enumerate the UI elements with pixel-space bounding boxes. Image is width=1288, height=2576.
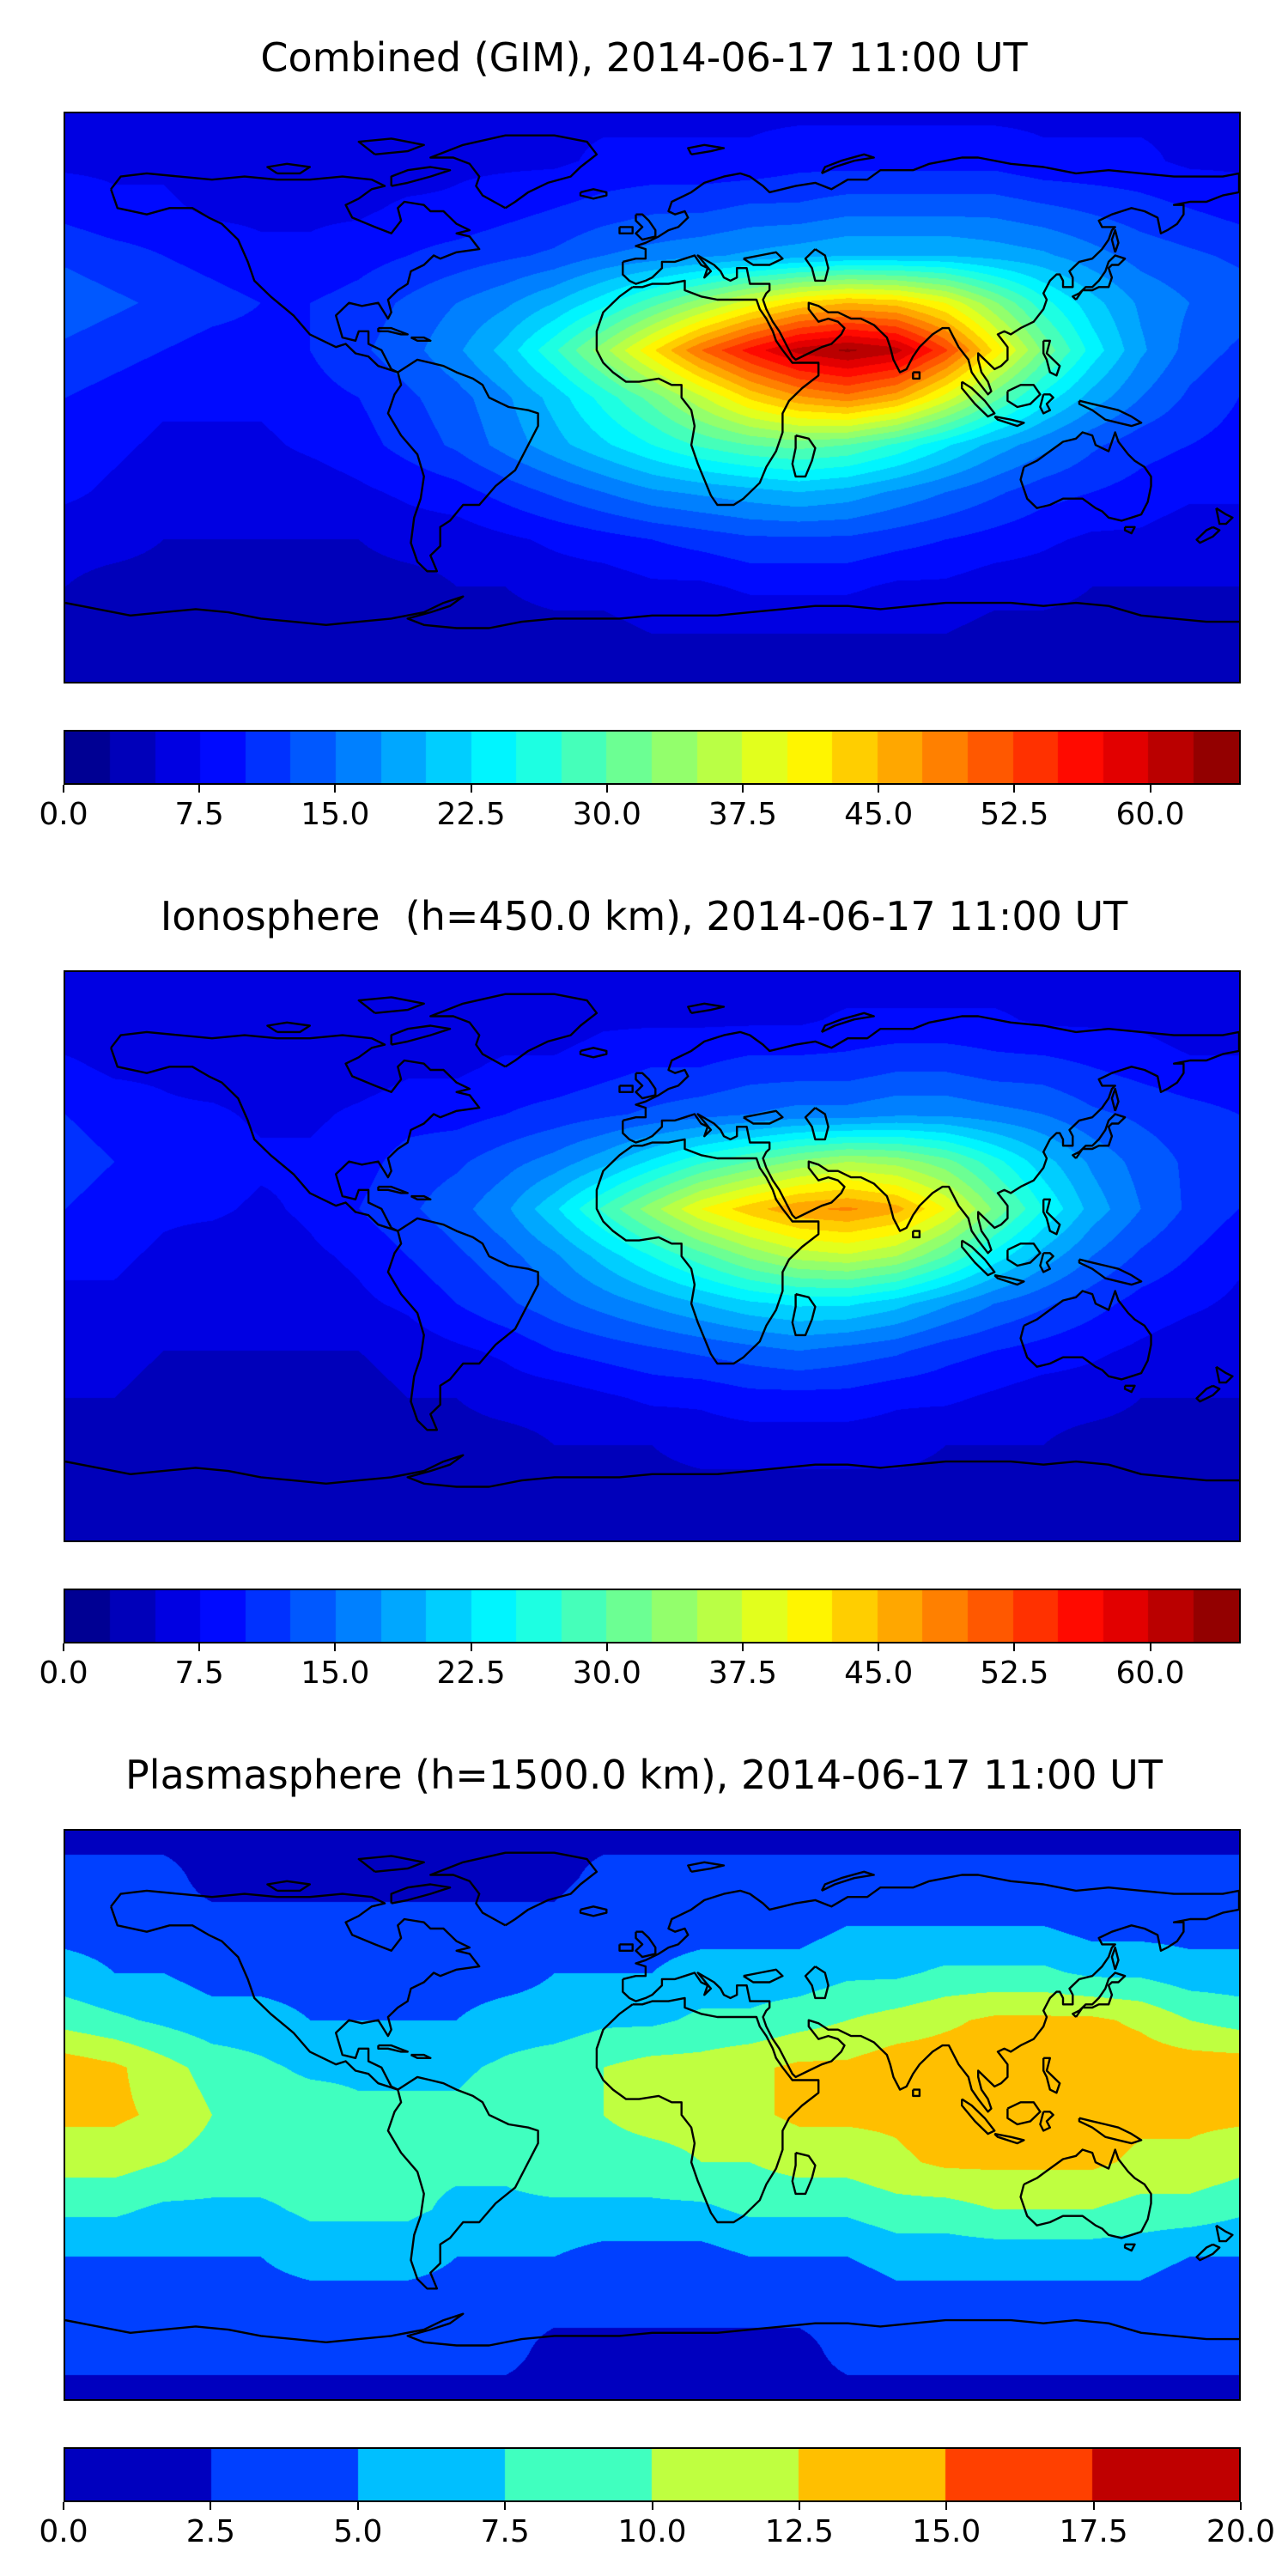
colorbar-tick-label: 45.0 — [844, 1656, 914, 1691]
colorbar-tick-mark — [1149, 1643, 1151, 1651]
colorbar-tick-label: 12.5 — [764, 2514, 834, 2549]
colorbar-tick-label: 52.5 — [980, 797, 1049, 832]
colorbar-tick-label: 15.0 — [912, 2514, 981, 2549]
colorbar-tick-mark — [334, 785, 337, 793]
coastlines-overlay-combined — [65, 134, 1239, 629]
colorbar-tick-mark — [741, 785, 744, 793]
colorbar-tick-label: 17.5 — [1059, 2514, 1128, 2549]
panel-title-plasmasphere: Plasmasphere (h=1500.0 km), 2014-06-17 1… — [125, 1752, 1163, 1798]
colorbar-tick-mark — [63, 1643, 64, 1651]
colorbar-tick-mark — [356, 2502, 359, 2510]
colorbar-tick-label: 10.0 — [617, 2514, 687, 2549]
coastlines-overlay-ionosphere — [65, 993, 1239, 1488]
colorbar-tick-mark — [470, 785, 472, 793]
colorbar-tick-label: 22.5 — [436, 1656, 506, 1691]
colorbar-tick-labels-combined: 0.0 7.5 15.0 22.5 30.0 37.5 45.0 52.5 60.0 — [39, 730, 1241, 854]
colorbar-tick-label: 7.5 — [174, 797, 224, 832]
colorbar-tick-label: 37.5 — [708, 797, 778, 832]
colorbar-tick-mark — [1240, 2502, 1242, 2510]
colorbar-area-plasmasphere: 0.0 2.5 5.0 7.5 10.0 12.5 15.0 17.5 20.0 — [39, 2447, 1275, 2572]
coastlines-overlay-plasmasphere — [65, 1851, 1239, 2347]
colorbar-canvas-ionosphere — [65, 1590, 1239, 1642]
colorbar-tick-mark — [1013, 785, 1016, 793]
colorbar-tick-mark — [741, 1643, 744, 1651]
colorbar-canvas-combined — [65, 732, 1239, 783]
colorbar-tick-mark — [651, 2502, 653, 2510]
colorbar-tick-mark — [504, 2502, 507, 2510]
colorbar-area-combined: 0.0 7.5 15.0 22.5 30.0 37.5 45.0 52.5 60.0 — [39, 730, 1241, 854]
colorbar-tick-label: 5.0 — [333, 2514, 383, 2549]
colorbar-tick-label: 2.5 — [185, 2514, 236, 2549]
colorbar-tick-label: 0.0 — [39, 797, 88, 832]
map-combined — [64, 112, 1241, 683]
map-plasmasphere — [64, 1829, 1241, 2401]
colorbar-tick-label: 7.5 — [480, 2514, 530, 2549]
colorbar-tick-labels-ionosphere: 0.0 7.5 15.0 22.5 30.0 37.5 45.0 52.5 60.0 — [39, 1589, 1241, 1713]
coastline-path — [65, 1851, 1239, 2347]
colorbar-tick-mark — [878, 1643, 880, 1651]
colorbar-tick-label: 60.0 — [1115, 1656, 1185, 1691]
colorbar-tick-label: 30.0 — [572, 1656, 641, 1691]
colorbar-tick-labels-plasmasphere: 0.0 2.5 5.0 7.5 10.0 12.5 15.0 17.5 20.0 — [39, 2447, 1275, 2572]
colorbar-tick-label: 0.0 — [39, 1656, 88, 1691]
colorbar-frame-combined — [64, 730, 1241, 785]
panel-title-combined: Combined (GIM), 2014-06-17 11:00 UT — [260, 34, 1028, 81]
colorbar-tick-mark — [63, 2502, 64, 2510]
colorbar-tick-mark — [198, 785, 201, 793]
colorbar-tick-mark — [945, 2502, 948, 2510]
colorbar-tick-mark — [1149, 785, 1151, 793]
colorbar-tick-mark — [605, 785, 608, 793]
coastline-path — [65, 134, 1239, 629]
panel-plasmasphere: Plasmasphere (h=1500.0 km), 2014-06-17 1… — [0, 1717, 1288, 2576]
colorbar-tick-label: 30.0 — [572, 797, 641, 832]
colorbar-tick-label: 7.5 — [174, 1656, 224, 1691]
colorbar-tick-mark — [605, 1643, 608, 1651]
colorbar-tick-label: 22.5 — [436, 797, 506, 832]
colorbar-frame-plasmasphere — [64, 2447, 1241, 2502]
colorbar-tick-label: 45.0 — [844, 797, 914, 832]
colorbar-tick-mark — [63, 785, 64, 793]
colorbar-tick-mark — [210, 2502, 212, 2510]
colorbar-canvas-plasmasphere — [65, 2449, 1239, 2500]
colorbar-tick-mark — [798, 2502, 800, 2510]
colorbar-tick-label: 37.5 — [708, 1656, 778, 1691]
colorbar-tick-label: 15.0 — [301, 1656, 370, 1691]
panel-ionosphere: Ionosphere (h=450.0 km), 2014-06-17 11:0… — [0, 859, 1288, 1717]
colorbar-tick-label: 0.0 — [39, 2514, 88, 2549]
colorbar-tick-mark — [1092, 2502, 1095, 2510]
colorbar-tick-mark — [334, 1643, 337, 1651]
colorbar-tick-mark — [1013, 1643, 1016, 1651]
colorbar-tick-label: 15.0 — [301, 797, 370, 832]
panel-title-ionosphere: Ionosphere (h=450.0 km), 2014-06-17 11:0… — [160, 893, 1128, 939]
map-ionosphere — [64, 970, 1241, 1542]
colorbar-tick-label: 60.0 — [1115, 797, 1185, 832]
colorbar-tick-mark — [878, 785, 880, 793]
colorbar-tick-label: 20.0 — [1206, 2514, 1276, 2549]
colorbar-tick-mark — [198, 1643, 201, 1651]
colorbar-area-ionosphere: 0.0 7.5 15.0 22.5 30.0 37.5 45.0 52.5 60.0 — [39, 1589, 1241, 1713]
panel-combined-gim: Combined (GIM), 2014-06-17 11:00 UT 0.0 7… — [0, 0, 1288, 859]
colorbar-tick-label: 52.5 — [980, 1656, 1049, 1691]
coastline-path — [65, 993, 1239, 1488]
colorbar-tick-mark — [470, 1643, 472, 1651]
colorbar-frame-ionosphere — [64, 1589, 1241, 1643]
